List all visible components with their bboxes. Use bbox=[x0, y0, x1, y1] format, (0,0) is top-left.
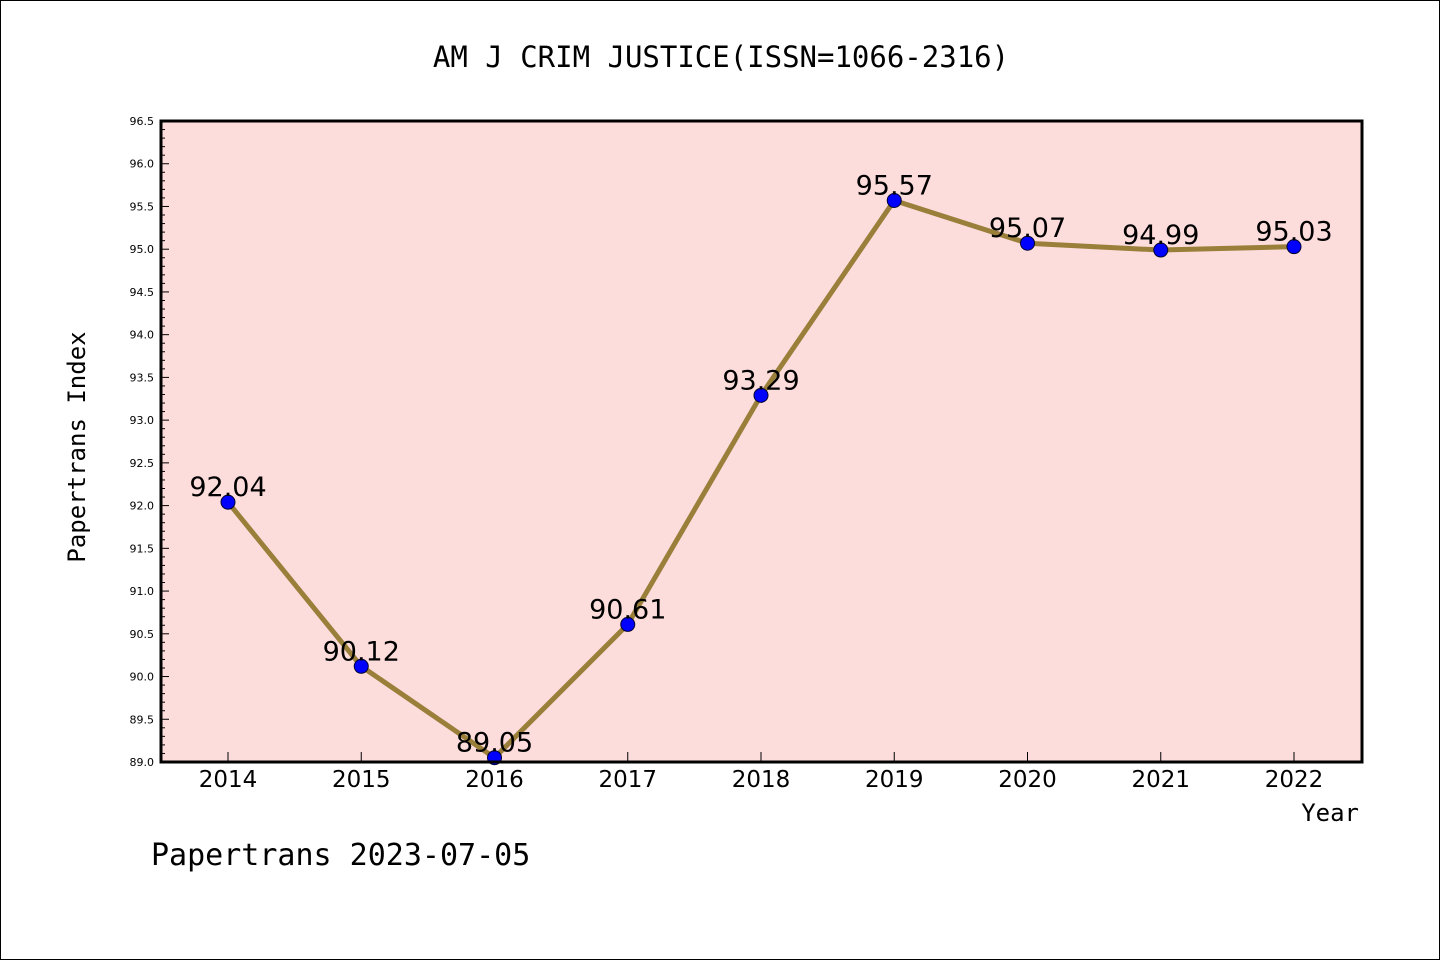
data-value-label: 90.61 bbox=[589, 594, 666, 625]
x-tick-label: 2019 bbox=[865, 767, 924, 793]
plot-border bbox=[159, 119, 1364, 764]
y-tick-label: 96.0 bbox=[130, 158, 155, 171]
y-tick-label: 92.5 bbox=[130, 457, 155, 470]
data-value-label: 95.03 bbox=[1255, 217, 1332, 248]
y-tick-label: 93.5 bbox=[130, 371, 155, 384]
footer-date: Papertrans 2023-07-05 bbox=[151, 838, 530, 873]
y-tick-label: 90.0 bbox=[130, 671, 155, 684]
y-tick-label: 89.5 bbox=[130, 713, 155, 726]
y-tick-label: 89.0 bbox=[130, 756, 155, 769]
chart-title: AM J CRIM JUSTICE(ISSN=1066-2316) bbox=[433, 40, 1009, 74]
data-point-marker bbox=[620, 616, 636, 632]
y-tick-label: 95.5 bbox=[130, 200, 155, 213]
data-point-marker bbox=[886, 192, 902, 208]
data-value-label: 93.29 bbox=[722, 365, 799, 396]
data-value-label: 92.04 bbox=[189, 472, 266, 503]
data-markers bbox=[220, 192, 1302, 766]
y-tick-label: 91.0 bbox=[130, 585, 155, 598]
data-point-marker bbox=[1153, 242, 1169, 258]
data-point-marker bbox=[753, 387, 769, 403]
x-tick-label: 2017 bbox=[598, 767, 657, 793]
plot-area bbox=[161, 121, 1362, 762]
y-axis-ticks: 89.0 89.5 90.0 90.5 91.0 91.5 92.0 92.5 93.0 93.5… bbox=[130, 115, 169, 769]
x-tick-label: 2015 bbox=[332, 767, 391, 793]
x-axis-label: Year bbox=[1301, 799, 1359, 827]
y-tick-label: 95.0 bbox=[130, 243, 155, 256]
data-point-marker bbox=[1020, 235, 1035, 251]
x-tick-label: 2021 bbox=[1131, 767, 1190, 793]
data-value-label: 94.99 bbox=[1122, 220, 1199, 251]
y-tick-label: 90.5 bbox=[130, 628, 155, 641]
data-value-label: 89.05 bbox=[456, 728, 533, 759]
data-value-label: 90.12 bbox=[323, 636, 400, 667]
data-value-label: 95.07 bbox=[989, 213, 1066, 244]
x-axis-ticks: 2014 2015 2016 2017 2018 2019 2020 2021 2022 bbox=[199, 752, 1324, 793]
y-axis-label: Papertrans Index bbox=[63, 331, 91, 562]
data-point-marker bbox=[1286, 239, 1302, 255]
y-tick-label: 91.5 bbox=[130, 542, 155, 555]
x-tick-label: 2020 bbox=[998, 767, 1057, 793]
y-tick-label: 96.5 bbox=[130, 115, 155, 128]
data-point-marker bbox=[353, 658, 369, 674]
y-tick-label: 94.0 bbox=[130, 329, 155, 342]
data-value-label: 95.57 bbox=[856, 170, 933, 201]
y-tick-label: 93.0 bbox=[130, 414, 155, 427]
x-tick-label: 2014 bbox=[199, 767, 258, 793]
x-tick-label: 2018 bbox=[732, 767, 791, 793]
x-tick-label: 2016 bbox=[465, 767, 524, 793]
y-tick-label: 94.5 bbox=[130, 286, 155, 299]
data-point-marker bbox=[220, 494, 236, 510]
x-tick-label: 2022 bbox=[1265, 767, 1324, 793]
y-tick-label: 92.0 bbox=[130, 500, 155, 513]
data-labels: 92.04 90.12 89.05 90.61 93.29 95.57 95.07 94.99… bbox=[189, 170, 1332, 758]
